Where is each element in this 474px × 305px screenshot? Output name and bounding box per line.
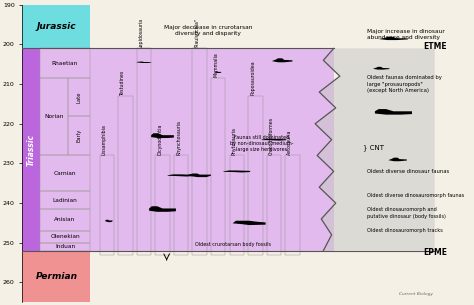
Text: Lepidosauria: Lepidosauria (139, 17, 144, 48)
Text: Oldest dinosauromorph tracks: Oldest dinosauromorph tracks (367, 228, 442, 233)
Text: Faunas still dominated
by non-dinosaur medium-
large size herbivores: Faunas still dominated by non-dinosaur m… (230, 135, 293, 152)
Text: } CNT: } CNT (363, 144, 383, 151)
Text: Olenekian: Olenekian (50, 234, 80, 239)
Text: Oldest crurotarsan body fossils: Oldest crurotarsan body fossils (195, 242, 271, 247)
Text: Mammalia: Mammalia (213, 52, 218, 77)
Text: Rhynchosauria: Rhynchosauria (176, 120, 181, 155)
Bar (155, 156, 170, 255)
Text: Crocodyliformes: Crocodyliformes (269, 117, 274, 155)
Bar (40, 191, 91, 209)
Text: Oldest dinosauromorph and
putative dinosaur (body fossils): Oldest dinosauromorph and putative dinos… (367, 207, 446, 219)
Text: Dicynodontia: Dicynodontia (157, 123, 163, 155)
Text: Current Biology: Current Biology (399, 292, 433, 296)
Text: Rhaetian: Rhaetian (52, 61, 78, 66)
Text: Triassic: Triassic (27, 134, 36, 166)
Polygon shape (223, 170, 250, 172)
Polygon shape (388, 158, 407, 161)
Text: Jurassic: Jurassic (36, 22, 76, 31)
Bar (68, 116, 91, 156)
Polygon shape (233, 221, 265, 225)
Text: Anisian: Anisian (55, 217, 75, 222)
Text: Aetosauria: Aetosauria (287, 129, 292, 155)
Bar (22, 48, 40, 251)
Text: Carnian: Carnian (54, 171, 76, 176)
Bar (118, 96, 133, 255)
Bar (248, 96, 263, 255)
Text: Oldest diverse dinosauromorph faunas: Oldest diverse dinosauromorph faunas (367, 193, 464, 198)
Polygon shape (137, 62, 151, 63)
Polygon shape (149, 206, 176, 212)
Text: Permian: Permian (36, 272, 77, 281)
Polygon shape (215, 71, 221, 73)
Bar (40, 231, 91, 243)
Text: Oldest faunas dominated by
large "prosauropods"
(except North America): Oldest faunas dominated by large "prosau… (367, 75, 442, 93)
Bar (137, 48, 151, 255)
Polygon shape (375, 109, 412, 115)
Text: ETME: ETME (423, 42, 447, 51)
Bar (174, 156, 188, 255)
Polygon shape (379, 37, 408, 40)
Polygon shape (373, 67, 389, 70)
Bar (40, 78, 68, 156)
Bar (40, 243, 91, 251)
Polygon shape (105, 220, 113, 222)
Bar (211, 78, 226, 255)
Bar (192, 48, 207, 255)
Polygon shape (151, 133, 174, 138)
Bar (40, 48, 91, 78)
Text: Late: Late (76, 91, 82, 103)
Text: Norian: Norian (44, 114, 64, 119)
Bar (229, 156, 244, 255)
Text: Major decrease in crurotarsan
diversity and disparity: Major decrease in crurotarsan diversity … (164, 25, 252, 36)
Text: Phytosauria: Phytosauria (232, 127, 237, 155)
Bar (22, 251, 91, 302)
Bar (68, 78, 91, 116)
Polygon shape (168, 174, 194, 177)
Text: EPME: EPME (423, 248, 447, 257)
Bar (100, 156, 114, 255)
Bar (40, 48, 334, 251)
Text: Oldest diverse dinosaur faunas: Oldest diverse dinosaur faunas (367, 169, 449, 174)
Text: Lissamphibia: Lissamphibia (102, 124, 107, 155)
Text: Poposauroidea: Poposauroidea (250, 61, 255, 95)
Text: Induan: Induan (55, 244, 75, 249)
Bar (22, 5, 91, 48)
Bar (40, 156, 91, 191)
Bar (285, 156, 300, 255)
Bar (267, 156, 281, 255)
Polygon shape (262, 139, 286, 141)
Polygon shape (272, 58, 292, 62)
Text: Testudines: Testudines (120, 70, 126, 95)
Bar (40, 209, 91, 231)
Text: Major increase in dinosaur
abundance and diversity: Major increase in dinosaur abundance and… (367, 29, 445, 40)
Polygon shape (315, 48, 435, 251)
Text: Early: Early (76, 129, 82, 142)
Text: "Rauisuchia": "Rauisuchia" (195, 17, 200, 48)
Polygon shape (188, 174, 211, 177)
Text: Ladinian: Ladinian (53, 198, 77, 203)
